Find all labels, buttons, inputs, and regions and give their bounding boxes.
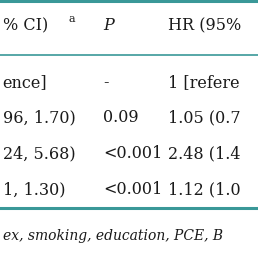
Text: 1, 1.30): 1, 1.30) [3, 181, 65, 198]
Text: 0.09: 0.09 [103, 109, 139, 126]
Text: P: P [103, 17, 114, 34]
Text: % CI): % CI) [3, 17, 53, 34]
Text: <0.001: <0.001 [103, 145, 163, 162]
Text: ex, smoking, education, PCE, B: ex, smoking, education, PCE, B [3, 229, 223, 243]
Text: a: a [68, 14, 75, 24]
Text: ence]: ence] [3, 74, 47, 91]
Text: 1 [refere: 1 [refere [168, 74, 239, 91]
Text: -: - [103, 74, 109, 91]
Text: 24, 5.68): 24, 5.68) [3, 145, 75, 162]
Text: 1.12 (1.0: 1.12 (1.0 [168, 181, 240, 198]
Text: 2.48 (1.4: 2.48 (1.4 [168, 145, 240, 162]
Text: HR (95%: HR (95% [168, 17, 241, 34]
Text: <0.001: <0.001 [103, 181, 163, 198]
Text: 96, 1.70): 96, 1.70) [3, 109, 75, 126]
Text: 1.05 (0.7: 1.05 (0.7 [168, 109, 240, 126]
